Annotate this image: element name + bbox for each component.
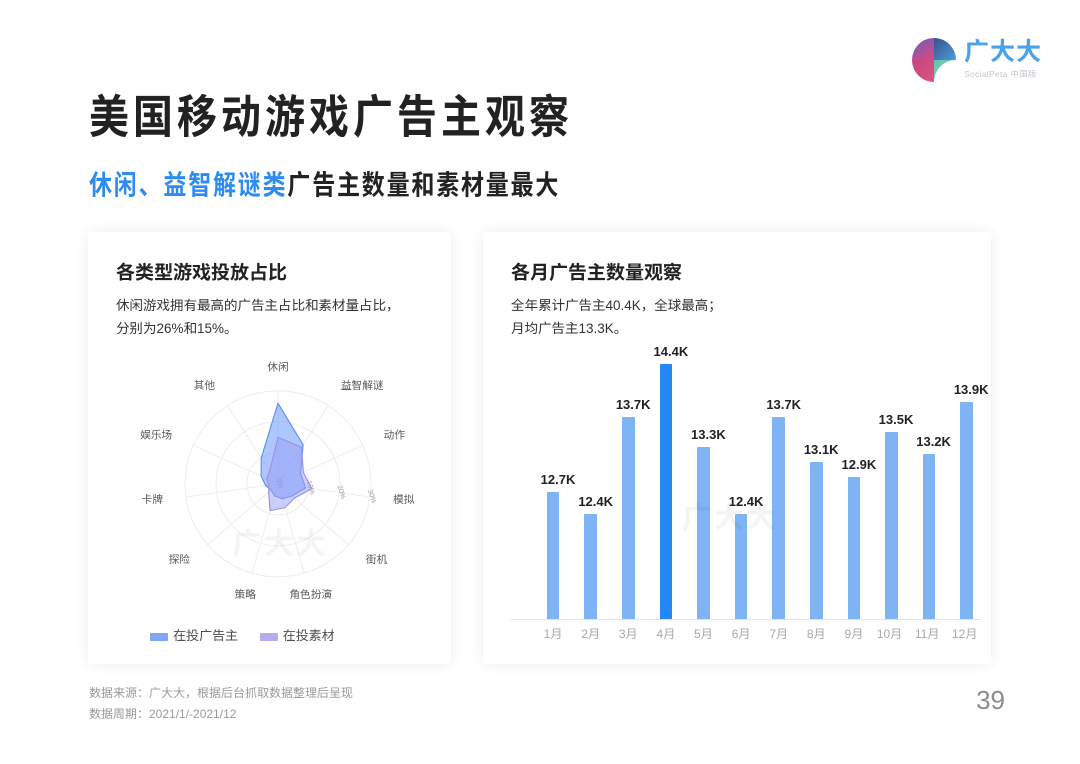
svg-text:其他: 其他 [194, 380, 216, 392]
svg-text:探险: 探险 [169, 553, 191, 566]
svg-text:休闲: 休闲 [267, 360, 288, 373]
svg-text:卡牌: 卡牌 [142, 493, 164, 506]
svg-text:街机: 街机 [365, 553, 388, 566]
svg-text:策略: 策略 [235, 588, 257, 601]
svg-text:娱乐场: 娱乐场 [140, 428, 172, 441]
svg-text:益智解谜: 益智解谜 [341, 379, 384, 392]
svg-text:模拟: 模拟 [393, 493, 415, 506]
svg-text:动作: 动作 [384, 429, 406, 441]
svg-text:角色扮演: 角色扮演 [289, 588, 332, 601]
